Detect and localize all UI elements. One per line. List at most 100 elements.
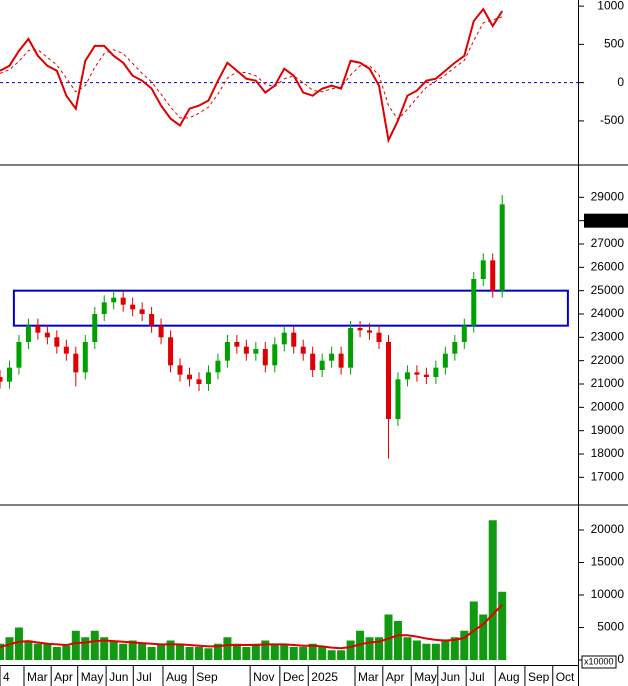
y-tick-label: 5000 <box>597 620 624 634</box>
volume-bar <box>308 643 317 660</box>
y-tick-label: 27000 <box>591 236 625 250</box>
volume-bar <box>299 646 308 660</box>
volume-bar <box>261 640 270 660</box>
volume-bar <box>232 643 241 660</box>
x-tick-label: Mar <box>27 670 48 684</box>
y-tick-label: 1000 <box>597 0 624 12</box>
y-tick-label: 26000 <box>591 260 625 274</box>
candle-body <box>44 332 50 338</box>
candle-body <box>423 374 429 377</box>
y-tick-label: 23000 <box>591 330 625 344</box>
x-tick-label: Jun <box>441 670 460 684</box>
volume-bar <box>81 637 90 660</box>
x-tick-label: Aug <box>498 670 519 684</box>
volume-bar <box>90 630 99 660</box>
candle-body <box>348 328 354 368</box>
volume-bar <box>0 643 4 660</box>
volume-average-line <box>0 604 503 650</box>
y-tick-label: 20000 <box>591 522 625 536</box>
candle-body <box>101 302 107 314</box>
candle-body <box>111 297 117 303</box>
y-tick-label: 19000 <box>591 423 625 437</box>
volume-bar <box>384 614 393 660</box>
volume-bar <box>176 643 185 660</box>
volume-bar <box>422 643 431 660</box>
candle-body <box>205 372 211 384</box>
candle-body <box>139 309 145 314</box>
x-tick-label: Aug <box>166 670 187 684</box>
volume-bar <box>24 640 33 660</box>
volume-bar <box>14 627 23 660</box>
volume-bar <box>337 650 346 660</box>
candle-body <box>395 379 401 419</box>
y-tick-label: 0 <box>617 75 624 89</box>
candle-body <box>158 325 164 338</box>
y-tick-label: 500 <box>604 37 624 51</box>
candle-body <box>461 325 467 342</box>
volume-bar <box>318 646 327 660</box>
volume-bar <box>138 643 147 660</box>
x-tick-label: Jun <box>109 670 128 684</box>
candle-body <box>187 374 193 380</box>
candle-body <box>319 360 325 370</box>
y-tick-label: 0 <box>617 652 624 666</box>
volume-bar <box>327 650 336 660</box>
volume-bar <box>166 640 175 660</box>
volume-bar <box>346 640 355 660</box>
volume-bar <box>251 643 260 660</box>
volume-bar <box>52 646 61 660</box>
volume-bar <box>100 637 109 660</box>
unit-label: x10000 <box>584 656 614 666</box>
y-tick-label: 20000 <box>591 400 625 414</box>
volume-bar <box>412 640 421 660</box>
volume-bar <box>488 520 497 660</box>
volume-bar <box>460 630 469 660</box>
x-tick-label: Sep <box>528 670 550 684</box>
candle-body <box>329 353 335 361</box>
candle-body <box>168 337 174 366</box>
volume-bar <box>43 643 52 660</box>
candle-body <box>310 353 316 370</box>
x-tick-label: 2025 <box>311 670 338 684</box>
x-tick-label: Mar <box>358 670 379 684</box>
y-tick-label: 29000 <box>591 190 625 204</box>
candle-body <box>16 342 22 368</box>
volume-bar <box>375 637 384 660</box>
candle-body <box>404 372 410 380</box>
candle-body <box>376 332 382 342</box>
x-tick-label: Apr <box>386 670 405 684</box>
y-tick-label: 22000 <box>591 353 625 367</box>
x-tick-label: Jul <box>136 670 151 684</box>
candle-body <box>243 346 249 354</box>
candle-body <box>149 314 155 326</box>
volume-bar <box>280 643 289 660</box>
candle-body <box>300 346 306 354</box>
x-tick-label: Oct <box>556 670 575 684</box>
candle-body <box>490 260 496 291</box>
zone-box <box>12 289 569 327</box>
y-tick-label: 10000 <box>591 587 625 601</box>
volume-bar <box>33 643 42 660</box>
volume-bar <box>119 643 128 660</box>
candle-body <box>480 260 486 279</box>
candle-body <box>54 337 60 347</box>
volume-bar <box>498 591 507 660</box>
volume-bar <box>213 643 222 660</box>
candle-body <box>6 367 12 382</box>
volume-bar <box>479 614 488 660</box>
x-tick-label: Dec <box>283 670 304 684</box>
candle-body <box>120 297 126 305</box>
candle-body <box>291 332 297 347</box>
volume-bar <box>62 645 71 660</box>
volume-bar <box>242 646 251 660</box>
volume-bar <box>223 637 232 660</box>
volume-bar <box>109 640 118 660</box>
x-tick-label: Apr <box>54 670 73 684</box>
candle-body <box>73 353 79 373</box>
candle-body <box>433 367 439 377</box>
candle-body <box>177 365 183 375</box>
candle-body <box>385 342 391 419</box>
candle-body <box>499 204 505 291</box>
candle-body <box>338 353 344 368</box>
